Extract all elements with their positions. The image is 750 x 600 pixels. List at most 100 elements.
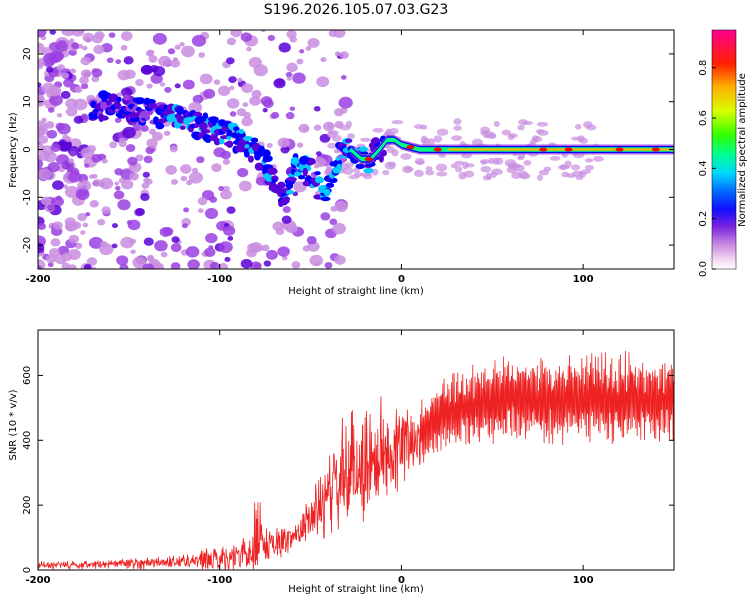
spectrogram-noise-cell xyxy=(71,42,80,50)
spectrogram-noise-cell xyxy=(451,135,463,141)
spectrogram-ridge-cell xyxy=(116,96,122,103)
spectrogram-noise-cell xyxy=(170,178,179,185)
spectrogram-noise-cell xyxy=(140,124,149,132)
spectrogram-noise-cell xyxy=(41,117,47,123)
spectrogram-noise-cell xyxy=(561,171,570,178)
snr-plot-area xyxy=(38,330,674,570)
spectrogram-noise-cell xyxy=(83,263,92,269)
spectrogram-noise-cell xyxy=(296,142,304,148)
spectrogram-noise-cell xyxy=(61,252,73,262)
spectrogram-noise-cell xyxy=(91,173,98,179)
spectrogram-noise-cell xyxy=(299,49,305,54)
spectrogram-y-tick-label: 20 xyxy=(22,48,33,61)
spectrogram-noise-cell xyxy=(213,147,226,158)
snr-frame xyxy=(37,329,675,571)
spectrogram-noise-cell xyxy=(119,263,129,269)
spectrogram-ridge-cell xyxy=(155,122,165,130)
spectrogram-noise-cell xyxy=(253,64,268,77)
spectrogram-noise-cell xyxy=(120,87,133,98)
spectrogram-noise-cell xyxy=(81,45,88,51)
spectrogram-y-tick-label: -10 xyxy=(22,189,33,205)
spectrogram-noise-cell xyxy=(91,68,103,78)
spectrogram-noise-cell xyxy=(328,30,338,38)
spectrogram-noise-cell xyxy=(313,164,320,169)
spectrogram-noise-cell xyxy=(164,86,172,93)
spectrogram-noise-cell xyxy=(285,223,298,234)
spectrogram-noise-cell xyxy=(55,195,62,201)
spectrogram-noise-cell xyxy=(62,134,70,141)
spectrogram-noise-cell xyxy=(183,207,190,213)
spectrogram-noise-cell xyxy=(281,222,287,228)
spectrogram-noise-cell xyxy=(68,264,77,269)
colorbar-tick-label: 0.0 xyxy=(698,261,709,277)
spectrogram-ridge-peak xyxy=(253,151,259,156)
spectrogram-noise-cell xyxy=(74,86,83,93)
spectrogram-noise-cell xyxy=(38,143,46,153)
spectrogram-noise-cell xyxy=(171,236,180,244)
spectrogram-x-tick-label: 100 xyxy=(573,274,594,285)
spectrogram-noise-cell xyxy=(130,249,136,255)
spectrogram-noise-cell xyxy=(146,138,158,149)
spectrogram-noise-cell xyxy=(480,165,492,173)
spectrogram-noise-cell xyxy=(82,32,95,43)
spectrogram-ridge-cell xyxy=(238,128,245,134)
spectrogram-ridge-cell xyxy=(329,177,338,184)
snr-y-label: SNR (10 * v/v) xyxy=(8,389,19,460)
spectrogram-noise-cell xyxy=(518,170,529,179)
spectrogram-noise-cell xyxy=(282,206,291,213)
spectrogram-noise-cell xyxy=(340,75,347,80)
spectrogram-noise-cell xyxy=(60,90,71,99)
spectrogram-noise-cell xyxy=(241,116,253,127)
spectrogram-noise-cell xyxy=(222,185,230,192)
spectrogram-hot-spot xyxy=(406,145,415,150)
spectrogram-hot-spot xyxy=(615,147,624,152)
spectrogram-noise-cell xyxy=(313,105,321,112)
spectrogram-noise-cell xyxy=(55,40,69,52)
spectrogram-noise-cell xyxy=(280,145,290,154)
spectrogram-ridge-cell xyxy=(277,181,286,189)
spectrogram-noise-cell xyxy=(38,251,43,257)
spectrogram-ridge-cell xyxy=(221,125,230,133)
spectrogram-noise-cell xyxy=(226,37,236,46)
spectrogram-noise-cell xyxy=(372,127,384,133)
spectrogram-noise-cell xyxy=(114,181,120,186)
snr-line xyxy=(38,350,674,570)
spectrogram-noise-cell xyxy=(61,262,70,269)
spectrogram-noise-cell xyxy=(91,153,102,163)
spectrogram-noise-cell xyxy=(266,249,278,260)
spectrogram-noise-cell xyxy=(180,175,188,182)
spectrogram-ridge-cell xyxy=(199,122,208,131)
spectrogram-noise-cell xyxy=(382,170,390,176)
spectrogram-noise-cell xyxy=(129,172,139,181)
spectrogram-noise-cell xyxy=(47,204,55,211)
spectrogram-noise-cell xyxy=(52,221,63,230)
spectrogram-noise-cell xyxy=(68,234,80,244)
spectrogram-noise-cell xyxy=(122,126,136,139)
spectrogram-noise-cell xyxy=(570,136,582,141)
spectrogram-ridge-cell xyxy=(266,167,278,175)
spectrogram-noise-cell xyxy=(306,235,317,245)
spectrogram-ridge-cell xyxy=(179,125,186,130)
spectrogram-noise-cell xyxy=(81,113,89,120)
spectrogram-noise-cell xyxy=(320,212,331,221)
spectrogram-ridge-cell xyxy=(250,137,259,143)
spectrogram-noise-cell xyxy=(154,240,168,252)
spectrogram-noise-cell xyxy=(433,135,443,143)
spectrogram-noise-cell xyxy=(584,164,595,171)
spectrogram-noise-cell xyxy=(152,131,163,141)
spectrogram-noise-cell xyxy=(222,158,231,165)
spectrogram-noise-cell xyxy=(143,237,154,246)
spectrogram-ridge-cell xyxy=(135,97,146,105)
spectrogram-noise-cell xyxy=(436,128,449,136)
spectrogram-noise-cell xyxy=(523,160,532,166)
spectrogram-ridge-cell xyxy=(380,149,387,157)
spectrogram-ridge-cell xyxy=(285,189,295,195)
spectrogram-noise-cell xyxy=(346,133,355,140)
spectrogram-noise-cell xyxy=(421,137,430,146)
spectrogram-heatmap xyxy=(38,30,674,269)
spectrogram-noise-cell xyxy=(522,120,533,126)
spectrogram-noise-cell xyxy=(267,34,276,42)
spectrogram-noise-cell xyxy=(185,246,200,258)
spectrogram-noise-cell xyxy=(261,244,270,252)
